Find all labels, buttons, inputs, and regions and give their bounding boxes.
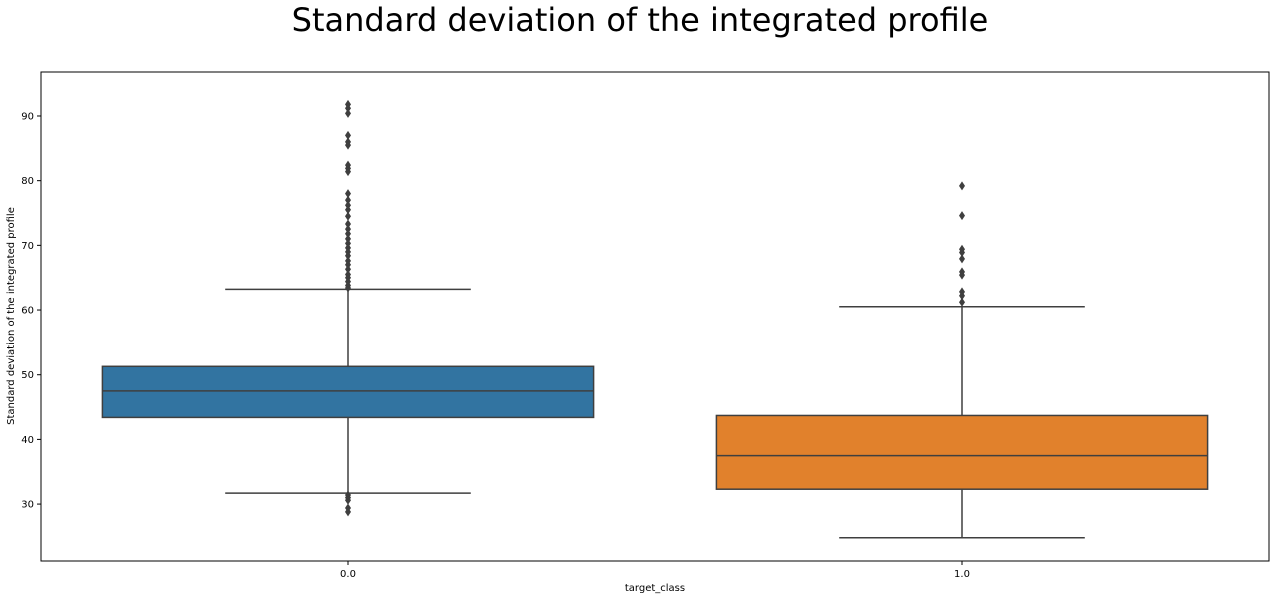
y-tick-label: 50 — [21, 370, 34, 381]
outlier-point — [345, 167, 351, 177]
outlier-point — [345, 229, 351, 239]
outlier-point — [345, 283, 351, 293]
outlier-point — [959, 254, 965, 264]
outlier-point — [345, 200, 351, 210]
outlier-point — [345, 219, 351, 229]
outlier-point — [345, 211, 351, 221]
y-axis: 30 40 50 60 70 80 90 — [21, 111, 41, 511]
y-tick-label: 40 — [21, 435, 34, 446]
outlier-point — [345, 224, 351, 234]
chart-title: Standard deviation of the integrated pro… — [292, 1, 989, 39]
plot-frame — [40, 71, 1270, 562]
outlier-point — [959, 247, 965, 257]
x-tick-label: 1.0 — [954, 569, 970, 580]
outlier-point — [345, 260, 351, 270]
outlier-point — [345, 108, 351, 118]
outlier-point — [345, 264, 351, 274]
outlier-point — [345, 103, 351, 113]
outlier-point — [345, 495, 351, 505]
outlier-point — [959, 270, 965, 280]
plot-area — [101, 99, 1209, 539]
outlier-point — [345, 507, 351, 517]
outlier-point — [345, 251, 351, 261]
outlier-point — [345, 189, 351, 199]
outlier-point — [345, 130, 351, 140]
outlier-point — [345, 205, 351, 215]
iqr-box — [101, 365, 595, 419]
y-axis-label: Standard deviation of the integrated pro… — [6, 207, 17, 425]
x-axis-label: target_class — [625, 583, 685, 594]
y-tick-label: 90 — [21, 111, 34, 122]
outlier-point — [959, 181, 965, 191]
y-tick-label: 60 — [21, 306, 34, 317]
outlier-point — [345, 195, 351, 205]
y-tick-label: 80 — [21, 176, 34, 187]
iqr-box — [715, 414, 1209, 490]
box-group-0-0 — [101, 99, 595, 517]
x-axis: 0.0 1.0 — [340, 561, 970, 580]
outlier-point — [345, 238, 351, 248]
outlier-point — [959, 211, 965, 221]
outlier-point — [345, 234, 351, 244]
box-group-1-0 — [715, 181, 1209, 539]
y-tick-label: 30 — [21, 500, 34, 511]
y-tick-label: 70 — [21, 241, 34, 252]
outlier-point — [959, 297, 965, 307]
outlier-point — [959, 291, 965, 301]
outlier-point — [345, 140, 351, 150]
x-tick-label: 0.0 — [340, 569, 356, 580]
